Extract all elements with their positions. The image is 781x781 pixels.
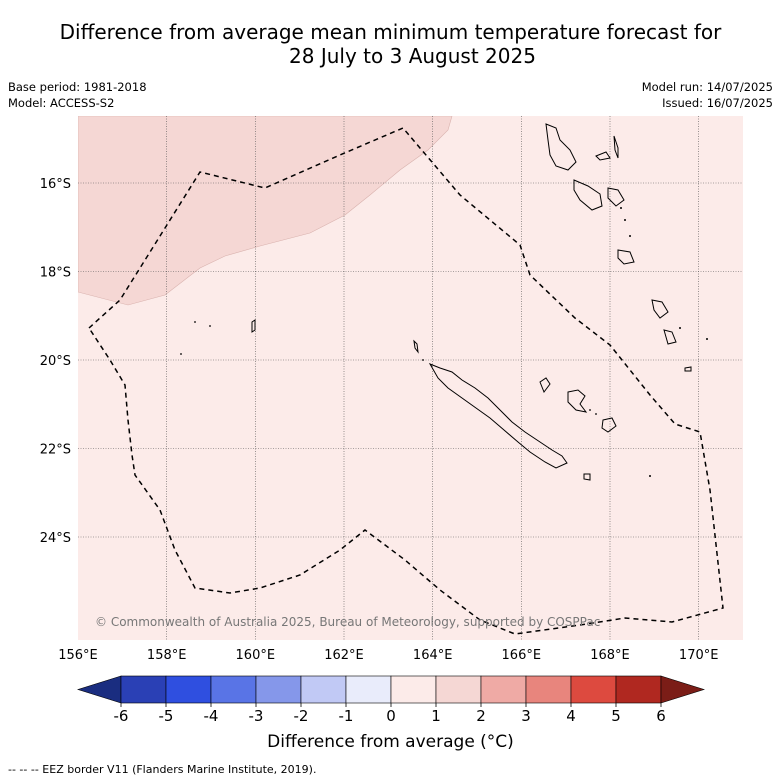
eez-legend-note: -- -- -- EEZ border V11 (Flanders Marine…: [8, 763, 317, 776]
longitude-label: 156°E: [58, 648, 98, 663]
colorbar-segment: [390, 675, 437, 704]
colorbar-tick-label: 3: [521, 707, 531, 725]
latitude-label: 22°S: [40, 443, 71, 458]
map-gridlines: [78, 116, 743, 640]
malekula-island: [573, 179, 603, 211]
colorbar-segment: [120, 675, 167, 704]
map-title-line2: 28 July to 3 August 2025: [289, 44, 536, 68]
latitude-label: 18°S: [40, 266, 71, 281]
base-period-text: Base period: 1981-2018: [8, 80, 147, 94]
colorbar-tick-label: -2: [294, 707, 309, 725]
colorbar-tick-label: 6: [656, 707, 666, 725]
maewo-island: [613, 135, 619, 159]
efate-island: [617, 249, 635, 265]
belep-island: [413, 339, 419, 354]
chesterfield-reef: [251, 319, 256, 333]
eez-border: [88, 127, 724, 635]
ambae-island: [595, 151, 611, 161]
colorbar-segment: [435, 675, 482, 704]
latitude-label: 20°S: [40, 354, 71, 369]
colorbar-extend-low: [76, 675, 122, 704]
colorbar-segment: [525, 675, 572, 704]
colorbar-tick-label: 5: [611, 707, 621, 725]
meta-left: Base period: 1981-2018 Model: ACCESS-S2: [8, 79, 147, 111]
longitude-label: 160°E: [236, 648, 276, 663]
colorbar-ticks: -6 -5 -4 -3 -2 -1 0 1 2 3 4 5 6: [114, 703, 666, 725]
ouvea-island: [539, 377, 551, 394]
longitude-label: 164°E: [413, 648, 453, 663]
model-text: Model: ACCESS-S2: [8, 96, 115, 110]
map-title-line1: Difference from average mean minimum tem…: [59, 20, 722, 44]
colorbar-segment: [300, 675, 347, 704]
colorbar-extend-high: [660, 675, 706, 704]
longitude-label: 162°E: [324, 648, 364, 663]
colorbar-tick-label: -6: [114, 707, 129, 725]
colorbar-tick-label: 1: [431, 707, 441, 725]
latitude-labels: 16°S 18°S 20°S 22°S 24°S: [40, 177, 71, 546]
erromango-island: [651, 299, 669, 319]
tanna-island: [663, 329, 677, 345]
colorbar-segment: [615, 675, 662, 704]
longitude-labels: 156°E 158°E 160°E 162°E 164°E 166°E 168°E 170°E: [58, 648, 718, 663]
meta-right: Model run: 14/07/2025 Issued: 16/07/2025: [642, 79, 773, 111]
colorbar: [76, 675, 706, 704]
espiritu-santo-island: [545, 123, 577, 171]
mare-island: [601, 417, 617, 433]
region-warm-1-2: [78, 116, 453, 306]
longitude-label: 166°E: [502, 648, 542, 663]
colorbar-tick-label: -1: [339, 707, 354, 725]
colorbar-segment: [480, 675, 527, 704]
latitude-label: 24°S: [40, 531, 71, 546]
lifou-island: [567, 389, 588, 413]
model-run-text: Model run: 14/07/2025: [641, 80, 773, 94]
aneityum-island: [684, 366, 692, 372]
small-islets: [180, 207, 708, 477]
longitude-label: 170°E: [679, 648, 719, 663]
colorbar-tick-label: 4: [566, 707, 576, 725]
colorbar-tick-label: 0: [386, 707, 396, 725]
colorbar-label: Difference from average (°C): [267, 732, 514, 752]
colorbar-segment: [570, 675, 617, 704]
new-caledonia-island: [428, 363, 568, 469]
colorbar-tick-label: -3: [249, 707, 264, 725]
copyright-notice: © Commonwealth of Australia 2025, Bureau…: [95, 615, 600, 629]
issued-text: Issued: 16/07/2025: [662, 96, 773, 110]
longitude-label: 168°E: [590, 648, 630, 663]
land-outlines: [251, 123, 692, 481]
colorbar-segment: [255, 675, 302, 704]
isle-of-pines: [583, 473, 591, 481]
pentecost-island: [607, 187, 625, 207]
colorbar-segment: [165, 675, 212, 704]
colorbar-segment: [345, 675, 392, 704]
colorbar-tick-label: 2: [476, 707, 486, 725]
colorbar-tick-label: -5: [159, 707, 174, 725]
colorbar-segment: [210, 675, 257, 704]
colorbar-tick-label: -4: [204, 707, 219, 725]
longitude-label: 158°E: [147, 648, 187, 663]
latitude-label: 16°S: [40, 177, 71, 192]
